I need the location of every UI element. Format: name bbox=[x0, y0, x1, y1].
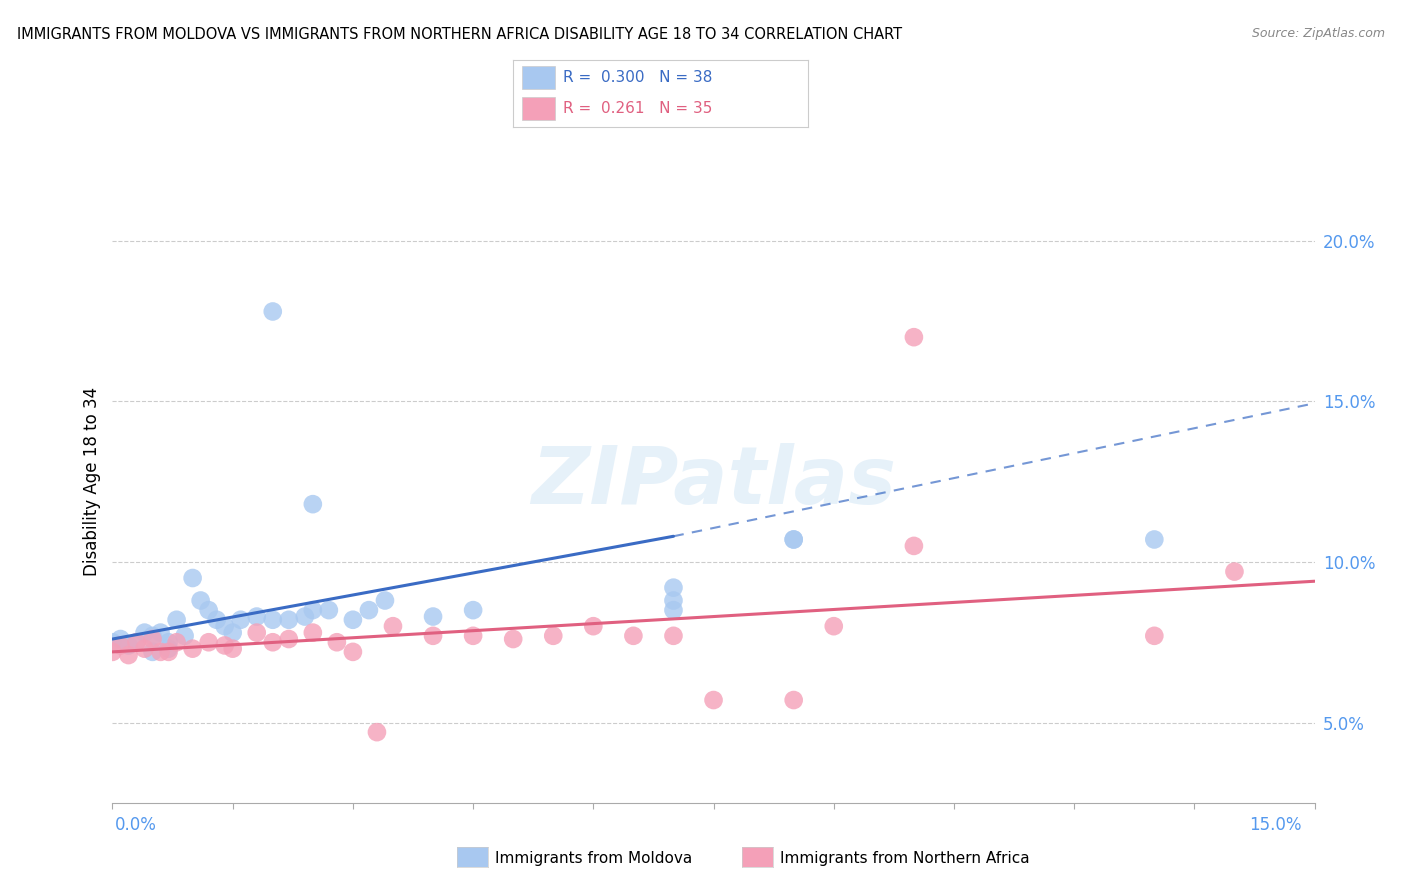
Point bbox=[229, 613, 252, 627]
Point bbox=[117, 648, 139, 662]
Bar bbox=[522, 97, 554, 120]
Text: 0.0%: 0.0% bbox=[115, 816, 157, 834]
Text: 15.0%: 15.0% bbox=[1250, 816, 1302, 834]
Text: ZIPatlas: ZIPatlas bbox=[531, 442, 896, 521]
Point bbox=[277, 613, 299, 627]
Point bbox=[125, 635, 148, 649]
Point bbox=[197, 603, 219, 617]
Point bbox=[141, 629, 163, 643]
Point bbox=[318, 603, 340, 617]
Point bbox=[461, 629, 484, 643]
Point bbox=[190, 593, 212, 607]
Point bbox=[205, 613, 228, 627]
Point bbox=[461, 603, 484, 617]
Point bbox=[662, 603, 685, 617]
Point bbox=[173, 629, 195, 643]
Text: R =  0.300   N = 38: R = 0.300 N = 38 bbox=[564, 70, 713, 86]
Point bbox=[326, 635, 349, 649]
Point bbox=[157, 641, 180, 656]
Point bbox=[110, 639, 132, 653]
Point bbox=[382, 619, 405, 633]
Point bbox=[782, 533, 804, 547]
Point bbox=[422, 609, 444, 624]
Point bbox=[117, 639, 139, 653]
Point bbox=[543, 629, 565, 643]
Point bbox=[101, 645, 124, 659]
Point bbox=[157, 635, 180, 649]
Point bbox=[101, 635, 124, 649]
Point bbox=[214, 639, 236, 653]
Bar bbox=[522, 67, 554, 89]
Point bbox=[502, 632, 524, 646]
Point bbox=[302, 603, 325, 617]
Point bbox=[302, 625, 325, 640]
Point bbox=[134, 641, 156, 656]
Point bbox=[246, 609, 269, 624]
Point bbox=[141, 632, 163, 646]
Point bbox=[903, 539, 925, 553]
Point bbox=[214, 619, 236, 633]
Point bbox=[134, 625, 156, 640]
Text: Source: ZipAtlas.com: Source: ZipAtlas.com bbox=[1251, 27, 1385, 40]
Point bbox=[157, 645, 180, 659]
Point bbox=[662, 581, 685, 595]
Point bbox=[222, 625, 245, 640]
Point bbox=[181, 641, 204, 656]
Point bbox=[342, 613, 364, 627]
Point bbox=[166, 635, 188, 649]
Text: Immigrants from Northern Africa: Immigrants from Northern Africa bbox=[780, 851, 1031, 865]
Point bbox=[181, 571, 204, 585]
Point bbox=[1143, 629, 1166, 643]
Point bbox=[782, 533, 804, 547]
Point bbox=[621, 629, 644, 643]
Point bbox=[342, 645, 364, 659]
Text: Immigrants from Moldova: Immigrants from Moldova bbox=[495, 851, 692, 865]
Point bbox=[149, 645, 172, 659]
Text: IMMIGRANTS FROM MOLDOVA VS IMMIGRANTS FROM NORTHERN AFRICA DISABILITY AGE 18 TO : IMMIGRANTS FROM MOLDOVA VS IMMIGRANTS FR… bbox=[17, 27, 903, 42]
Point bbox=[262, 304, 284, 318]
Point bbox=[1143, 533, 1166, 547]
Point bbox=[366, 725, 388, 739]
Point bbox=[662, 629, 685, 643]
Point bbox=[262, 635, 284, 649]
Point bbox=[262, 613, 284, 627]
Text: R =  0.261   N = 35: R = 0.261 N = 35 bbox=[564, 101, 713, 116]
Y-axis label: Disability Age 18 to 34: Disability Age 18 to 34 bbox=[83, 387, 101, 576]
Point bbox=[302, 497, 325, 511]
Point bbox=[149, 625, 172, 640]
Point bbox=[903, 330, 925, 344]
Point bbox=[197, 635, 219, 649]
Point bbox=[782, 693, 804, 707]
Point bbox=[422, 629, 444, 643]
Point bbox=[166, 613, 188, 627]
Point bbox=[277, 632, 299, 646]
Point bbox=[246, 625, 269, 640]
Point bbox=[125, 635, 148, 649]
Point bbox=[294, 609, 316, 624]
Point bbox=[662, 593, 685, 607]
Point bbox=[141, 645, 163, 659]
Point bbox=[357, 603, 380, 617]
Point bbox=[110, 632, 132, 646]
Point bbox=[1223, 565, 1246, 579]
Point bbox=[823, 619, 845, 633]
Point bbox=[222, 641, 245, 656]
Point bbox=[582, 619, 605, 633]
Point bbox=[702, 693, 725, 707]
Point bbox=[374, 593, 396, 607]
